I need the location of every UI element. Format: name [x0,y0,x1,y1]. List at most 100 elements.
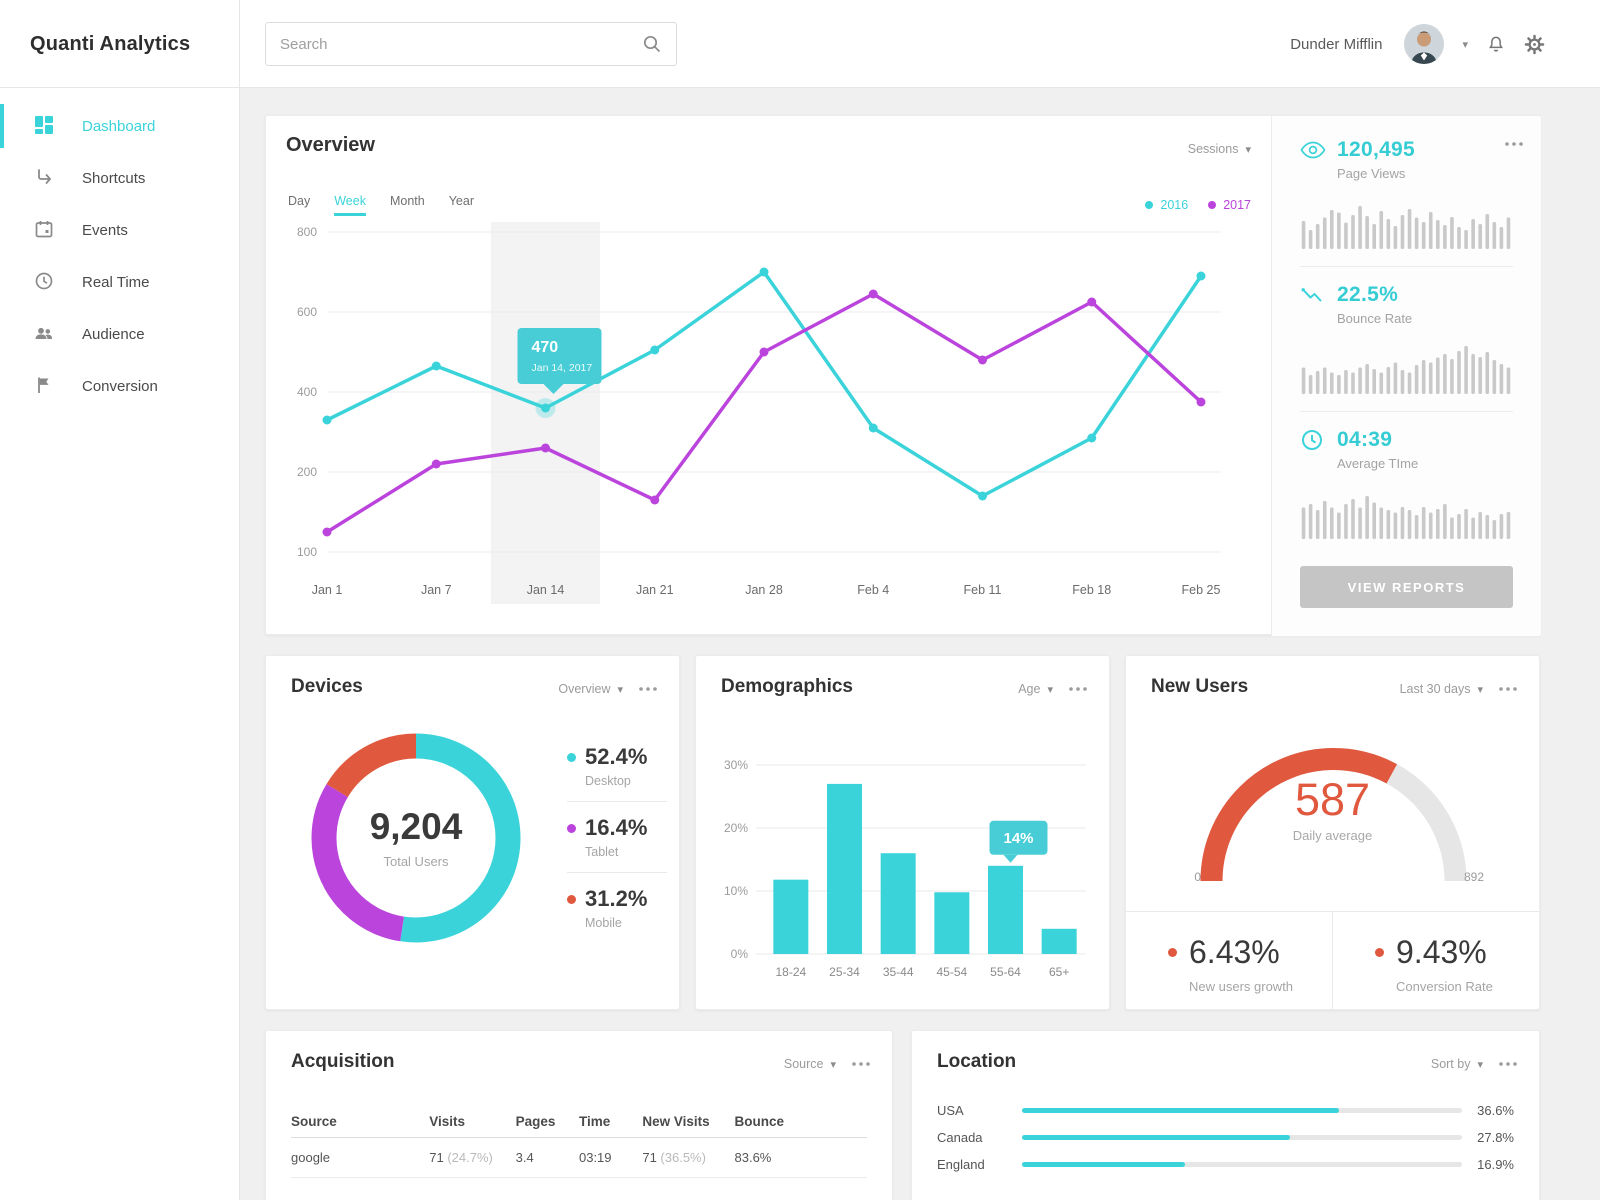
search-icon[interactable] [642,34,662,54]
sort-by-dropdown[interactable]: Sort by ▾ [1431,1057,1483,1071]
view-reports-button[interactable]: VIEW REPORTS [1300,566,1513,608]
stat-group-bounce-rate: 22.5% Bounce Rate [1300,267,1513,412]
table-row[interactable]: google 71 (24.7%) 3.4 03:19 71 (36.5%) 83.6% [291,1138,867,1178]
column-header-bounce[interactable]: Bounce [734,1114,785,1129]
stat-value: 22.5% [1337,283,1399,306]
legend-dot [567,752,576,762]
more-menu-icon[interactable] [852,1062,870,1066]
svg-text:Feb 18: Feb 18 [1072,583,1111,597]
stat-sparkline [1300,338,1513,399]
gauge-value: 587 [1294,774,1371,825]
overview-period-tabs: Day Week Month Year [288,194,474,216]
gauge-min-label: 0 [1194,870,1201,884]
overview-card: Overview Sessions ▾ Day Week Month Year 201… [265,115,1541,636]
gear-icon[interactable] [1524,34,1545,55]
sessions-dropdown[interactable]: Sessions ▾ [1188,142,1251,156]
table-header-row: Source Visits Pages Time New Visits Bounce [291,1106,867,1138]
sidebar-item-events[interactable]: Events [0,204,239,256]
stat-row: 9.43% [1375,934,1539,971]
sidebar-item-real-time[interactable]: Real Time [0,256,239,308]
user-name: Dunder Mifflin [1290,35,1383,53]
more-menu-icon[interactable] [1505,142,1523,146]
country-label: Canada [937,1130,983,1145]
svg-text:Feb 4: Feb 4 [857,583,889,597]
legend-dot [567,894,576,904]
devices-dropdown-label: Overview [558,682,611,696]
chevron-down-icon: ▾ [1245,143,1251,156]
sidebar-item-audience[interactable]: Audience [0,308,239,360]
column-header-pages[interactable]: Pages [515,1114,556,1129]
bell-icon[interactable] [1486,34,1506,55]
devices-total: 9,204 Total Users [296,806,536,869]
overview-title: Overview [286,134,375,156]
svg-text:Jan 21: Jan 21 [636,583,674,597]
stat-label: New users growth [1189,979,1294,994]
chevron-down-icon[interactable]: ▾ [1462,38,1468,51]
svg-text:0%: 0% [731,947,749,961]
stat-conversion-rate: 9.43% Conversion Rate [1332,912,1539,1009]
sidebar-item-shortcuts[interactable]: Shortcuts [0,152,239,204]
cell-source: google [291,1150,331,1165]
clock-icon [34,271,56,293]
age-dropdown[interactable]: Age ▾ [1018,682,1053,696]
more-menu-icon[interactable] [639,687,657,691]
bullet-dot [1375,948,1384,957]
progress-track [1022,1108,1462,1113]
tab-day[interactable]: Day [288,194,311,208]
device-label: Desktop [585,774,631,788]
tab-month[interactable]: Month [389,194,425,208]
more-menu-icon[interactable] [1499,687,1517,691]
stat-row: 6.43% [1168,934,1332,971]
sidebar-item-conversion[interactable]: Conversion [0,360,239,412]
cell-visits: 71 (24.7%) [429,1150,493,1165]
gauge-max-label: 892 [1464,870,1485,884]
svg-text:25-34: 25-34 [829,965,860,979]
column-header-visits[interactable]: Visits [429,1114,466,1129]
svg-text:Feb 11: Feb 11 [964,583,1002,597]
demographics-bar-chart: 0% 10% 20% 30% 18-24 25-34 35-44 45-54 55-64 65+ 1… [724,758,1086,979]
svg-text:45-54: 45-54 [936,965,967,979]
stat-sparkline [1300,483,1513,544]
sidebar: Dashboard Shortcuts Events Real Time Audienc… [0,88,240,1200]
column-header-source[interactable]: Source [291,1114,337,1129]
progress-fill [1022,1135,1291,1140]
more-menu-icon[interactable] [1499,1062,1517,1066]
chart-tooltip: 14% [989,820,1048,863]
svg-text:20%: 20% [724,821,748,835]
source-dropdown[interactable]: Source ▾ [784,1057,836,1071]
sidebar-item-label: Events [82,221,128,239]
svg-text:14%: 14% [1003,830,1033,847]
device-percent: 31.2% [585,886,648,911]
eye-icon [1300,141,1326,159]
column-header-time[interactable]: Time [578,1114,611,1129]
avatar[interactable] [1404,24,1445,64]
devices-dropdown[interactable]: Overview ▾ [558,682,623,696]
tab-year[interactable]: Year [448,194,474,208]
stat-row: 22.5% [1300,283,1513,307]
sort-by-dropdown-label: Sort by [1430,1057,1471,1071]
sidebar-item-dashboard[interactable]: Dashboard [0,100,239,152]
trend-down-icon [1300,286,1324,304]
more-menu-icon[interactable] [1069,687,1087,691]
devices-title: Devices [291,676,363,697]
sidebar-item-label: Shortcuts [82,169,146,187]
location-rows: USA 36.6% Canada 27.8% England 16.9% [912,1097,1539,1178]
devices-card: Devices Overview ▾ 9,204 Total Users 52.… [265,655,680,1010]
legend-dot [567,823,576,833]
stat-group-page-views: 120,495 Page Views [1300,122,1513,267]
svg-text:65+: 65+ [1049,965,1069,979]
cell-pages: 3.4 [515,1150,534,1165]
column-header-new-visits[interactable]: New Visits [642,1114,710,1129]
new-users-title: New Users [1151,676,1249,697]
legend-dot [1145,201,1154,209]
country-percent: 27.8% [1477,1130,1514,1145]
stat-value: 9.43% [1396,934,1487,970]
device-percent: 16.4% [585,815,648,840]
search-input[interactable] [280,35,642,53]
range-dropdown[interactable]: Last 30 days ▾ [1400,682,1483,696]
legend-dot [1208,201,1217,209]
tab-week[interactable]: Week [334,194,366,216]
svg-text:Feb 25: Feb 25 [1182,583,1221,597]
age-dropdown-label: Age [1018,682,1041,696]
